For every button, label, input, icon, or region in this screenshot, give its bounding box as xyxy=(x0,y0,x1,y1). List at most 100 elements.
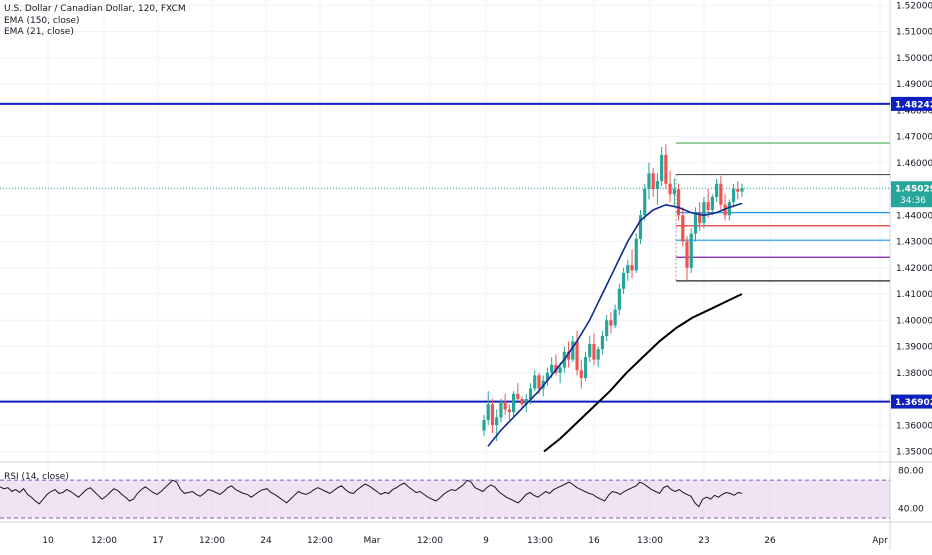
candle-body xyxy=(600,336,605,350)
candle-body xyxy=(664,154,668,184)
time-tick-label: 12:00 xyxy=(307,536,333,546)
candle-body xyxy=(630,265,634,271)
candle-body xyxy=(613,309,617,326)
candle-body xyxy=(723,204,727,216)
price-tick-label: 1.39000 xyxy=(896,343,932,353)
candle-body xyxy=(592,343,596,360)
candle-body xyxy=(558,367,562,373)
candle-body xyxy=(693,212,698,234)
last-price-label: 1.45029 xyxy=(895,185,932,195)
price-tick-label: 1.49000 xyxy=(896,80,932,90)
candle-body xyxy=(596,349,600,360)
time-tick-label: Apr xyxy=(872,536,888,546)
candle-body xyxy=(655,181,660,189)
candle-body xyxy=(702,202,706,224)
candle-body xyxy=(698,212,702,224)
rsi-legend[interactable]: RSI (14, close) xyxy=(4,472,69,482)
candle-body xyxy=(566,351,571,360)
candle-body xyxy=(575,341,579,371)
price-tick-label: 1.46000 xyxy=(896,159,932,169)
time-tick-label: 24 xyxy=(260,536,272,546)
price-tick-label: 1.36000 xyxy=(896,421,932,431)
time-tick-label: 17 xyxy=(152,536,163,546)
candle-body xyxy=(482,420,486,431)
candle-body xyxy=(621,273,626,289)
candle-body xyxy=(579,370,583,378)
candle-body xyxy=(740,188,744,192)
time-tick-label: 26 xyxy=(764,536,776,546)
ema21-line xyxy=(487,202,743,447)
candle-body xyxy=(643,189,647,216)
candle-body xyxy=(626,265,630,273)
price-tick-label: 1.51000 xyxy=(896,28,932,38)
rsi-tick-label: 40.00 xyxy=(898,505,924,515)
level-badge xyxy=(891,96,932,111)
level-badge-label: 1.48242 xyxy=(895,100,932,110)
time-tick-label: 10 xyxy=(42,536,54,546)
price-tick-label: 1.48000 xyxy=(896,106,932,116)
candle-body xyxy=(727,202,731,216)
candle-body xyxy=(550,364,554,373)
price-tick-label: 1.40000 xyxy=(896,316,932,326)
rsi-band-fill xyxy=(0,480,890,518)
candle-body xyxy=(486,404,490,420)
countdown-label: 34:36 xyxy=(900,196,926,206)
ema21-legend[interactable]: EMA (21, close) xyxy=(4,27,74,37)
time-tick-label: 12:00 xyxy=(199,536,225,546)
legend: U.S. Dollar / Canadian Dollar, 120, FXCM… xyxy=(4,4,186,39)
candle-body xyxy=(689,233,693,268)
candle-body xyxy=(495,417,499,426)
candle-body xyxy=(715,183,719,197)
time-tick-label: Mar xyxy=(364,536,381,546)
price-tick-label: 1.52000 xyxy=(896,1,932,11)
candle-body xyxy=(736,189,740,192)
candle-body xyxy=(583,357,588,378)
candle-body xyxy=(617,288,621,310)
last-price-badge xyxy=(891,181,932,208)
candle-body xyxy=(516,393,520,399)
candle-body xyxy=(638,215,643,239)
candle-body xyxy=(660,154,664,182)
candle-body xyxy=(588,343,592,357)
candle-body xyxy=(528,388,533,399)
candle-body xyxy=(672,189,676,195)
candle-body xyxy=(537,375,541,389)
candle-body xyxy=(520,399,524,405)
price-tick-label: 1.44000 xyxy=(896,211,932,221)
candle-body xyxy=(731,189,736,203)
price-tick-label: 1.47000 xyxy=(896,133,932,143)
candle-body xyxy=(533,375,537,389)
time-tick-label: 12:00 xyxy=(91,536,117,546)
rsi-line xyxy=(0,479,743,508)
symbol-title[interactable]: U.S. Dollar / Canadian Dollar, 120, FXCM xyxy=(4,4,186,14)
level-badge-label: 1.36902 xyxy=(895,398,932,408)
candle-body xyxy=(634,238,638,271)
time-tick-label: 16 xyxy=(588,536,600,546)
time-tick-label: 23 xyxy=(698,536,709,546)
candle-body xyxy=(609,320,613,326)
candle-body xyxy=(651,173,655,189)
candle-body xyxy=(512,393,516,413)
candle-body xyxy=(503,401,507,410)
price-tick-label: 1.50000 xyxy=(896,54,932,64)
time-tick-label: 12:00 xyxy=(417,536,443,546)
candle-body xyxy=(706,202,710,210)
candle-body xyxy=(685,241,689,268)
price-tick-label: 1.41000 xyxy=(896,290,932,300)
candle-body xyxy=(507,409,511,413)
level-badge xyxy=(891,394,932,409)
time-tick-label: 13:00 xyxy=(527,536,553,546)
price-tick-label: 1.38000 xyxy=(896,369,932,379)
candle-body xyxy=(490,404,495,426)
price-tick-label: 1.43000 xyxy=(896,238,932,248)
ema150-legend[interactable]: EMA (150, close) xyxy=(4,15,80,26)
rsi-tick-label: 80.00 xyxy=(898,467,924,477)
candle-body xyxy=(681,215,685,242)
candle-body xyxy=(545,372,550,381)
candle-body xyxy=(605,320,609,336)
price-tick-label: 1.42000 xyxy=(896,264,932,274)
candle-body xyxy=(571,341,575,360)
